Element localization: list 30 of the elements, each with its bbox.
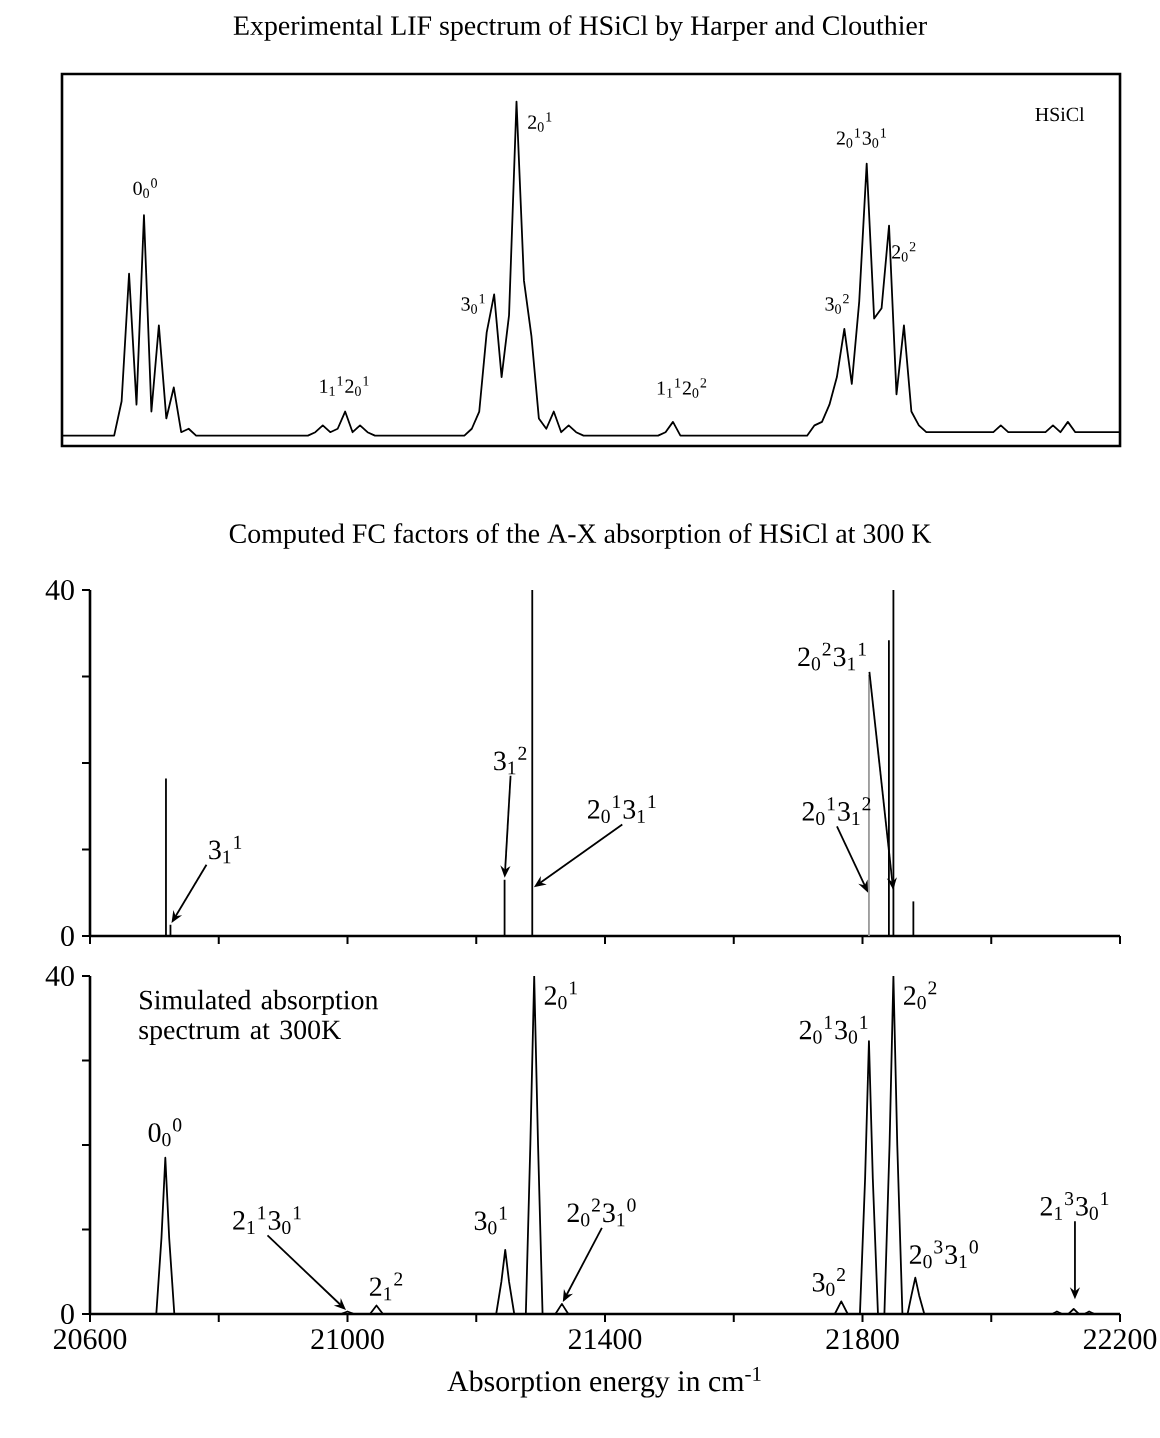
annotation: 3$_{0}$1 bbox=[474, 1206, 507, 1235]
x-tick-label: 21000 bbox=[311, 1329, 384, 1350]
chart-title: Computed FC factors of the A-X absorption of HSiCl at 300 K bbox=[229, 523, 932, 549]
annotation: 2$_{0}$$^{3}$3$_{1}$0 bbox=[909, 1240, 978, 1269]
x-tick-label: 21800 bbox=[826, 1329, 899, 1350]
annotation: 2$_{0}$2 bbox=[904, 981, 937, 1010]
annotation: 2$_{0}$$^{2}$3$_{1}$0 bbox=[567, 1198, 636, 1227]
annotation: 2$_{1}$$^{3}$3$_{0}$1 bbox=[1040, 1192, 1109, 1220]
annotation: 0$_{0}$0 bbox=[148, 1118, 182, 1147]
x-tick-label: 20600 bbox=[53, 1329, 127, 1350]
y-tick-label: 0 bbox=[61, 925, 74, 947]
annotation: 2$_{0}$1 bbox=[544, 981, 577, 1010]
annotation: HSiCl bbox=[1035, 107, 1085, 122]
annotation: 2$_{0}$$^{1}$3$_{1}$1 bbox=[588, 795, 656, 824]
annotation: 2$_{0}$$^{1}$3$_{1}$2 bbox=[802, 797, 871, 826]
x-axis-title: Absorption energy in cm$^{-1}$ bbox=[447, 1366, 761, 1398]
annotation: 2$_{1}$2 bbox=[369, 1272, 403, 1301]
x-tick-label: 22200 bbox=[1083, 1329, 1157, 1350]
annotation: 2$_{1}$$^{1}$3$_{0}$1 bbox=[233, 1206, 301, 1235]
annotation: 2$_{0}$$^{2}$3$_{1}$1 bbox=[798, 642, 866, 671]
y-tick-label: 0 bbox=[61, 1303, 74, 1325]
annotation: 3$_{1}$1 bbox=[209, 835, 242, 864]
y-tick-label: 40 bbox=[45, 579, 74, 601]
y-tick-label: 40 bbox=[45, 965, 74, 987]
annotation: 3$_{0}$2 bbox=[812, 1268, 845, 1296]
chart-title: Experimental LIF spectrum of HSiCl by Harper and Clouthier bbox=[233, 15, 927, 41]
annotation: Simulated absorption spectrum at 300K bbox=[139, 989, 379, 1045]
x-tick-label: 21400 bbox=[568, 1329, 642, 1350]
annotation: 3$_{1}$2 bbox=[494, 746, 527, 775]
annotation: 2$_{0}$$^{1}$3$_{0}$1 bbox=[799, 1015, 868, 1044]
